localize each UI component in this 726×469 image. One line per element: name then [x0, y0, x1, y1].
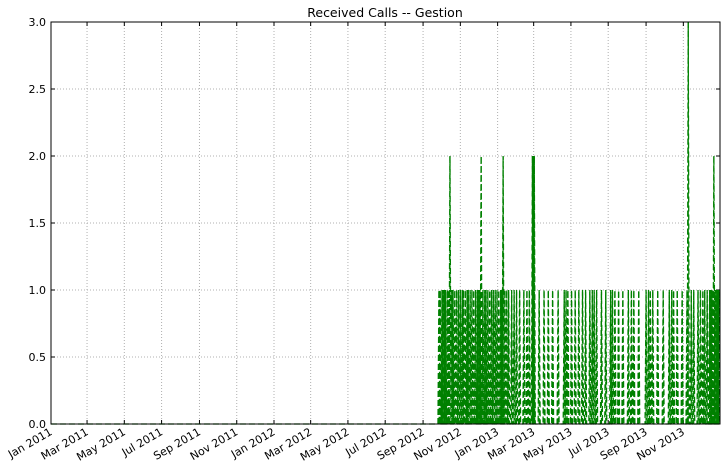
plot-area-frame [50, 21, 721, 425]
y-tick-label: 1.0 [29, 284, 47, 297]
y-tick-label: 3.0 [29, 16, 47, 29]
y-tick-label: 2.0 [29, 150, 47, 163]
chart-title: Received Calls -- Gestion [307, 5, 463, 20]
y-tick-label: 2.5 [29, 83, 47, 96]
y-tick-label: 1.5 [29, 217, 47, 230]
y-tick-label: 0.5 [29, 351, 47, 364]
series-line [51, 21, 721, 425]
y-tick-label: 0.0 [29, 418, 47, 431]
